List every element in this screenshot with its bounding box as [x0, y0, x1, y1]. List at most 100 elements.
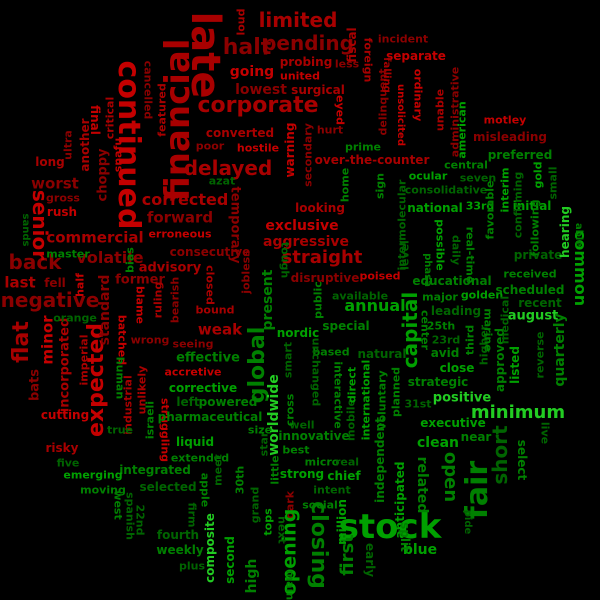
- word-cutting: cutting: [40, 408, 90, 422]
- word-back: back: [8, 250, 62, 274]
- word-consolidative: consolidative: [404, 183, 488, 197]
- word-integrated: integrated: [119, 463, 191, 477]
- word-confirming: confirming: [511, 171, 525, 239]
- word-golden: golden: [460, 288, 504, 302]
- word-closed: closed: [203, 265, 217, 305]
- word-pharmaceutical: pharmaceutical: [157, 410, 263, 424]
- word-phasa: phasa: [422, 253, 433, 287]
- word-negative: negative: [0, 288, 100, 312]
- word-warning: warning: [283, 122, 297, 178]
- word-ocular: ocular: [408, 169, 448, 183]
- word-major: major: [422, 290, 458, 304]
- word-mobile: mobile: [344, 399, 358, 441]
- word-plus: plus: [178, 559, 206, 573]
- word-25th: 25th: [426, 319, 456, 333]
- word-scheduled: scheduled: [495, 283, 565, 297]
- word-separate: separate: [386, 49, 446, 63]
- word-volatile: volatile: [76, 248, 144, 267]
- word-voluntary: voluntary: [375, 370, 389, 430]
- word-left: left: [176, 395, 200, 409]
- word-interim: interim: [498, 167, 512, 213]
- word-powered: powered: [198, 395, 258, 409]
- word-converted: converted: [205, 126, 275, 140]
- word-surgical: surgical: [291, 83, 345, 97]
- word-marine: marine: [481, 308, 495, 352]
- word-avid: avid: [430, 346, 460, 360]
- word-human: human: [113, 356, 127, 400]
- word-smart: smart: [281, 341, 295, 379]
- word-ultra: ultra: [61, 130, 75, 160]
- word-choppy: choppy: [95, 148, 111, 202]
- word-based: based: [312, 345, 350, 359]
- word-central: central: [444, 158, 488, 172]
- word-international: international: [359, 359, 373, 441]
- word-unsolicited: unsolicited: [395, 84, 406, 146]
- word-blue: blue: [402, 542, 438, 558]
- word-gold: gold: [531, 161, 545, 189]
- word-cancelled: cancelled: [141, 60, 155, 120]
- word-natural: natural: [357, 347, 407, 361]
- word-unable: unable: [433, 88, 447, 132]
- word-following: following: [528, 199, 542, 257]
- word-annual: annual: [344, 296, 406, 315]
- word-incorporated: incorporated: [57, 317, 73, 413]
- word-early: early: [363, 542, 377, 578]
- word-real-time: real-time: [463, 226, 477, 284]
- word-spanish: spanish: [123, 492, 137, 540]
- word-orange: orange: [53, 311, 97, 325]
- word-innovative: innovative: [278, 429, 350, 443]
- word-interactive: interactive: [331, 361, 345, 429]
- word-strong: strong: [279, 467, 325, 481]
- word-independent: independent: [373, 417, 387, 503]
- word-composite: composite: [203, 513, 217, 583]
- word-flat: flat: [9, 321, 34, 363]
- word-recent: recent: [518, 296, 562, 310]
- word-sign: sign: [373, 172, 387, 200]
- word-eyed: eyed: [333, 95, 347, 125]
- word-united: united: [279, 69, 321, 83]
- word-lowest: lowest: [235, 82, 287, 98]
- word-selected: selected: [139, 480, 197, 494]
- word-accretive: accretive: [164, 365, 222, 379]
- word-size: size: [247, 423, 273, 437]
- word-gross: gross: [46, 191, 80, 205]
- word-planned: planned: [389, 366, 403, 418]
- word-center: center: [418, 310, 432, 350]
- word-initial: initial: [512, 199, 552, 213]
- word-available: available: [331, 289, 389, 303]
- word-sands: sands: [20, 213, 31, 247]
- word-home: home: [338, 167, 352, 203]
- word-risky: risky: [45, 441, 79, 455]
- word-poised: poised: [359, 269, 401, 283]
- word-medical: medical: [498, 295, 512, 345]
- word-public: public: [311, 281, 325, 319]
- word-final: final: [88, 105, 102, 135]
- word-standard: standard: [97, 274, 113, 346]
- word-bats: bats: [27, 368, 43, 402]
- word-going: going: [229, 64, 275, 80]
- word-poor: poor: [195, 139, 225, 153]
- word-commercial: commercial: [46, 228, 144, 247]
- word-close: close: [439, 361, 475, 375]
- word-listed: listed: [508, 346, 522, 384]
- word-bound: bound: [195, 303, 235, 317]
- word-incident: incident: [377, 32, 429, 46]
- word-imperial: imperial: [77, 334, 91, 386]
- word-blame: blame: [133, 286, 147, 324]
- word-less: less: [334, 57, 360, 71]
- word-ordinary: ordinary: [411, 68, 425, 122]
- word-apple: apple: [198, 472, 212, 508]
- word-live: live: [538, 421, 552, 445]
- word-liquid: liquid: [175, 435, 215, 449]
- word-master: master: [46, 247, 90, 261]
- word-grand: grand: [248, 486, 262, 524]
- word-seven: seven: [459, 171, 497, 185]
- word-weak: weak: [197, 320, 243, 339]
- word-long: long: [35, 155, 65, 169]
- word-aggressive: aggressive: [263, 234, 349, 250]
- word-strategic: strategic: [407, 375, 469, 389]
- word-corrected: corrected: [141, 190, 229, 209]
- word-main: main: [283, 569, 297, 600]
- word-loud: loud: [234, 8, 248, 36]
